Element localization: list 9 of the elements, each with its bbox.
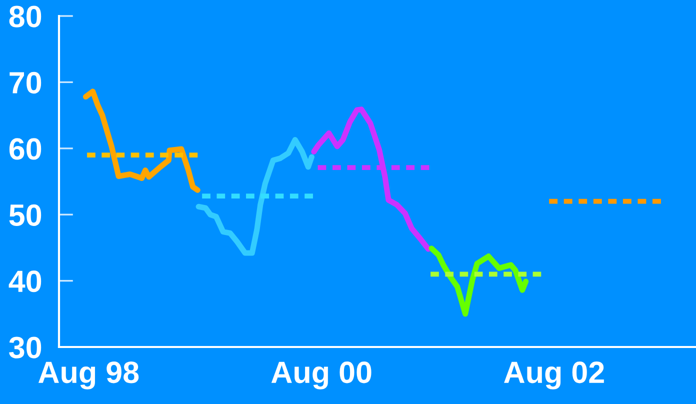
y-tick-label: 30 (9, 336, 42, 358)
x-tick-label: Aug 00 (271, 362, 372, 390)
y-tick-label: 40 (8, 270, 42, 292)
y-tick-label: 70 (10, 72, 42, 94)
y-tick-label: 80 (9, 6, 42, 28)
y-tick-label: 60 (9, 138, 42, 160)
x-tick-label: Aug 02 (504, 362, 604, 390)
y-tick-label: 50 (9, 204, 42, 226)
x-tick-label: Aug 98 (38, 362, 139, 390)
